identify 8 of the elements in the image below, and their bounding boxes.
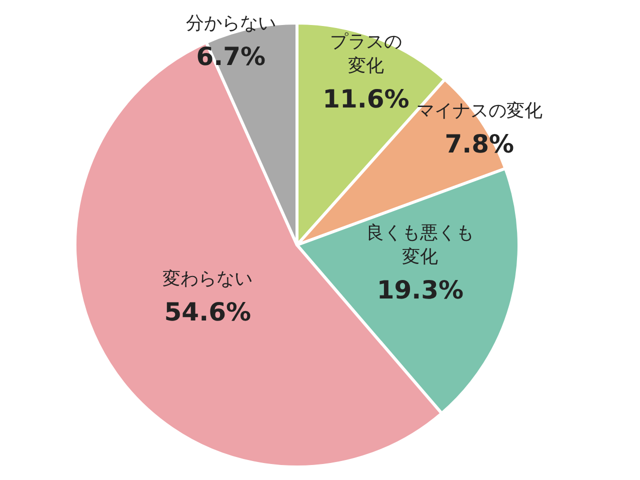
slice-label: 変わらない	[162, 268, 253, 290]
slice-label: マイナスの変化	[416, 100, 542, 122]
data-label: 11.6%	[322, 84, 410, 114]
data-label: 54.6%	[164, 298, 252, 327]
slice-label: 良くも悪くも変化	[366, 222, 474, 268]
slice-label: 分からない	[186, 12, 276, 34]
data-label: 19.3%	[376, 276, 464, 305]
slice-label: プラスの変化	[330, 32, 402, 77]
